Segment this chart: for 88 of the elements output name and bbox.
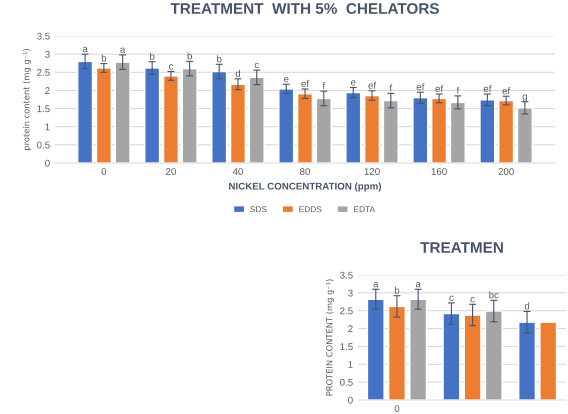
bar (484, 310, 503, 400)
data-label: c (168, 64, 174, 70)
data-label: b (394, 286, 400, 294)
bar (516, 107, 533, 163)
y-tick-label: 2 (45, 87, 50, 94)
data-label: f (390, 84, 392, 92)
data-label: ef (368, 82, 376, 89)
bar (382, 100, 399, 163)
bar (77, 60, 94, 163)
bar (409, 298, 428, 400)
x-tick-label: 160 (432, 168, 447, 175)
y-tick-label: 2 (348, 325, 353, 332)
data-label: d (524, 302, 530, 310)
y-tick-label: 3.5 (36, 32, 50, 40)
legend-label: EDTA (354, 206, 376, 212)
bar (412, 96, 428, 163)
bar (479, 99, 496, 163)
bar (248, 76, 265, 163)
x-tick-label: 200 (498, 168, 514, 175)
data-label: e (284, 77, 288, 82)
x-tick-label: 20 (166, 168, 176, 175)
data-label: ef (435, 85, 444, 92)
chart-title: TREATMEN (420, 242, 503, 253)
legend-label: EDDS (299, 206, 322, 212)
data-label: ef (484, 85, 492, 92)
bar (296, 93, 314, 163)
bar (144, 67, 160, 163)
data-label: a (373, 282, 378, 288)
y-axis-title: protein content (mg g⁻¹) (23, 49, 32, 150)
y-tick-label: 3 (348, 290, 353, 296)
data-label: b (217, 55, 222, 62)
bar (364, 94, 380, 163)
data-label: f (456, 86, 460, 94)
data-label: b (102, 54, 106, 62)
y-tick-label: 2.5 (37, 69, 50, 76)
y-tick-label: 3 (45, 50, 50, 58)
bar (211, 70, 228, 163)
data-label: a (416, 282, 421, 288)
data-label: bc (489, 291, 499, 298)
bar (518, 321, 536, 400)
bar (96, 67, 112, 163)
data-label: a (120, 48, 126, 53)
data-label: d (236, 70, 240, 77)
bar (316, 98, 332, 163)
bar (388, 306, 406, 400)
y-tick-label: 0.5 (340, 378, 353, 386)
y-tick-label: 3.5 (340, 272, 353, 279)
bar (431, 98, 448, 163)
data-label: a (82, 46, 88, 52)
y-tick-label: 0 (348, 396, 353, 404)
bar (366, 298, 385, 400)
y-tick-label: 1 (348, 361, 353, 368)
bar (464, 314, 482, 400)
bar (114, 61, 131, 163)
bar (450, 102, 466, 163)
data-label: f (322, 82, 326, 90)
x-axis-title: NICKEL CONCENTRATION (ppm) (229, 182, 382, 192)
data-label: b (188, 52, 192, 60)
data-label: c (470, 297, 475, 302)
data-label: ef (502, 87, 510, 94)
x-tick-label: 120 (364, 168, 380, 175)
y-tick-label: 0 (45, 160, 50, 167)
bar (162, 75, 179, 163)
y-tick-label: 1.5 (340, 343, 353, 350)
data-label: g (522, 94, 527, 102)
bar (442, 312, 460, 400)
bar (539, 321, 558, 400)
bar (278, 88, 294, 163)
legend-label: SDS (250, 206, 267, 212)
x-tick-label: 0 (102, 168, 106, 175)
x-tick-label: 80 (300, 168, 310, 175)
data-label: ef (301, 80, 310, 88)
y-tick-label: 2.5 (340, 307, 353, 314)
data-label: b (150, 52, 154, 60)
data-label: ef (416, 83, 424, 90)
y-tick-label: 1.5 (37, 105, 50, 112)
chart-title: TREATMENT WITH 5% CHELATORS (170, 3, 439, 14)
bar (498, 100, 514, 163)
bar (182, 68, 198, 163)
y-axis-title: PROTEIN CONTENT (mg g⁻¹) (326, 279, 334, 396)
data-label: e (350, 80, 356, 86)
y-tick-label: 1 (45, 124, 50, 130)
bar (230, 84, 246, 163)
data-label: c (254, 62, 259, 68)
x-tick-label: 40 (232, 168, 243, 175)
bar (345, 92, 362, 163)
data-label: c (449, 296, 454, 301)
y-tick-label: 0.5 (37, 142, 50, 148)
